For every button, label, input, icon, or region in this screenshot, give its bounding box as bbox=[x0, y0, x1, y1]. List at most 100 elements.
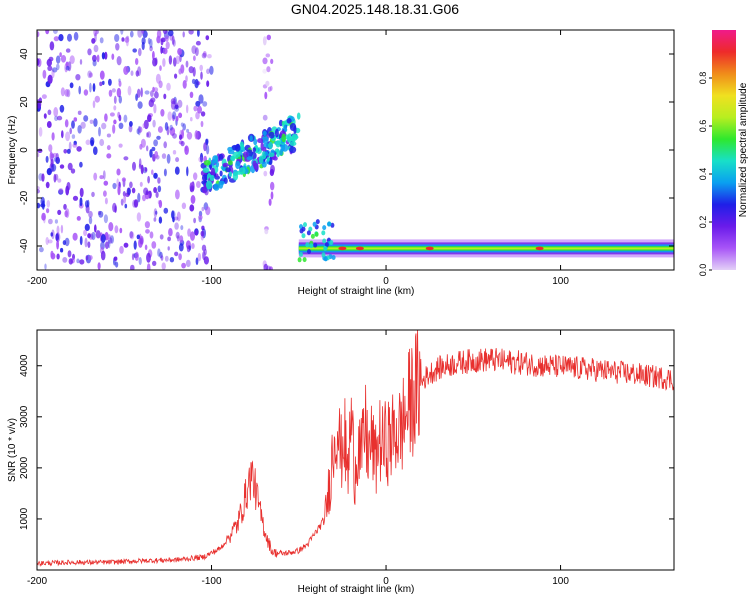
spectrogram-cell bbox=[265, 80, 270, 87]
spectrogram-cell bbox=[138, 126, 143, 133]
spectrogram-cell bbox=[69, 82, 74, 89]
spectrogram-cell bbox=[45, 30, 50, 35]
spectrogram-cell bbox=[170, 210, 176, 220]
spectrogram-cell bbox=[190, 195, 196, 204]
spectrogram-cell bbox=[168, 228, 173, 237]
colorbar-label: Normalized spectral amplitude bbox=[738, 82, 749, 217]
spectrogram-cell bbox=[189, 185, 195, 193]
spectrogram-cell bbox=[75, 74, 81, 81]
spectrogram-cell bbox=[139, 235, 144, 246]
spectrogram-cell bbox=[101, 122, 107, 130]
spectrogram-cell bbox=[60, 87, 65, 97]
spectrogram-cell bbox=[44, 263, 47, 270]
spectrogram-cell bbox=[72, 143, 78, 148]
spectrogram-cell bbox=[83, 89, 89, 96]
spectrogram-cell bbox=[69, 127, 72, 135]
spectrogram-cell bbox=[109, 112, 115, 117]
spectrogram-cell bbox=[261, 161, 267, 168]
spectrogram-cell bbox=[118, 122, 124, 129]
spectrogram-cell bbox=[142, 123, 146, 129]
spectrogram-cell bbox=[199, 152, 204, 163]
spectrogram-cell bbox=[58, 188, 64, 194]
spectrogram-cell bbox=[265, 53, 271, 58]
snr-series-line bbox=[37, 330, 674, 568]
spectrogram-x-tick-label: 100 bbox=[552, 276, 569, 287]
spectrogram-cell bbox=[121, 37, 125, 42]
spectrogram-cell bbox=[51, 163, 57, 172]
spectrogram-cell bbox=[47, 74, 53, 85]
spectrogram-y-ticks: 40 20 0 -20 -40 bbox=[19, 48, 674, 253]
spectrogram-cell bbox=[281, 133, 287, 143]
spectrogram-cell bbox=[186, 245, 191, 253]
spectrogram-cell bbox=[303, 222, 307, 228]
spectrogram-cell bbox=[54, 115, 59, 122]
spectrogram-cell bbox=[110, 235, 114, 244]
spectrogram-cell bbox=[56, 225, 60, 236]
spectrogram-cell bbox=[43, 215, 46, 224]
spectrogram-cell bbox=[201, 206, 205, 212]
spectrogram-cell bbox=[45, 181, 50, 189]
spectrogram-cell bbox=[76, 146, 82, 152]
spectrogram-cell bbox=[283, 124, 287, 133]
spectrogram-cell bbox=[97, 262, 101, 270]
spectrogram-cell bbox=[93, 172, 98, 181]
spectrogram-cell bbox=[98, 210, 104, 218]
spectrogram-cell bbox=[136, 234, 140, 240]
spectrogram-cell bbox=[286, 136, 292, 143]
spectrogram-cell bbox=[73, 117, 78, 122]
spectrogram-cell bbox=[200, 111, 206, 117]
spectrogram-panel: -200 -100 0 100 40 20 0 -20 -40 Height of strai… bbox=[7, 29, 675, 297]
spectrogram-cell bbox=[50, 232, 54, 237]
spectrogram-image bbox=[37, 30, 674, 270]
spectrogram-cell bbox=[239, 167, 246, 175]
spectrogram-cell bbox=[66, 181, 71, 191]
spectrogram-cell bbox=[157, 126, 163, 133]
spectrogram-cell bbox=[88, 72, 93, 78]
spectrogram-cell bbox=[200, 230, 205, 237]
spectrogram-cell bbox=[121, 177, 126, 182]
spectrogram-cell bbox=[193, 172, 198, 181]
spectrogram-cell bbox=[123, 114, 128, 123]
spectrogram-cell bbox=[262, 130, 267, 136]
spectrogram-cell bbox=[120, 30, 124, 35]
spectrogram-cell bbox=[153, 187, 158, 193]
spectrogram-cell bbox=[92, 83, 96, 92]
spectrogram-cell bbox=[179, 134, 183, 140]
spectrogram-cell bbox=[228, 171, 233, 177]
spectrogram-cell bbox=[104, 51, 108, 60]
spectrogram-cell bbox=[187, 228, 192, 237]
spectrogram-cell bbox=[47, 239, 53, 244]
snr-y-tick-label: 2000 bbox=[19, 456, 30, 479]
spectrogram-cell bbox=[260, 141, 264, 151]
spectrogram-x-tick-label: -200 bbox=[27, 276, 47, 287]
spectrogram-cell bbox=[129, 181, 133, 189]
spectrogram-cell bbox=[200, 120, 204, 128]
spectrogram-cell bbox=[195, 111, 200, 120]
spectrogram-cell bbox=[166, 153, 171, 164]
snr-x-tick-label: 100 bbox=[552, 576, 569, 587]
spectrogram-cell bbox=[137, 125, 141, 136]
spectrogram-cell bbox=[153, 208, 158, 218]
spectrogram-cell bbox=[289, 146, 297, 154]
spectrogram-peak bbox=[425, 246, 434, 251]
spectrogram-cell bbox=[180, 140, 185, 147]
spectrogram-x-tick-label: -100 bbox=[202, 276, 222, 287]
spectrogram-cell bbox=[137, 101, 143, 109]
spectrogram-cell bbox=[194, 78, 199, 89]
spectrogram-cell bbox=[63, 203, 67, 210]
spectrogram-cell bbox=[209, 174, 215, 182]
spectrogram-cell bbox=[123, 66, 129, 75]
spectrogram-cell bbox=[114, 34, 120, 42]
spectrogram-cell bbox=[145, 190, 149, 196]
spectrogram-cell bbox=[327, 221, 331, 227]
spectrogram-cell bbox=[135, 70, 139, 77]
spectrogram-cell bbox=[92, 100, 96, 109]
spectrogram-cell bbox=[172, 216, 175, 223]
spectrogram-cell bbox=[94, 32, 97, 42]
spectrogram-cell bbox=[235, 144, 241, 152]
spectrogram-cell bbox=[253, 138, 258, 146]
spectrogram-cell bbox=[198, 156, 204, 163]
spectrogram-cell bbox=[40, 196, 45, 206]
spectrogram-cell bbox=[178, 112, 183, 119]
spectrogram-cell bbox=[111, 88, 116, 93]
